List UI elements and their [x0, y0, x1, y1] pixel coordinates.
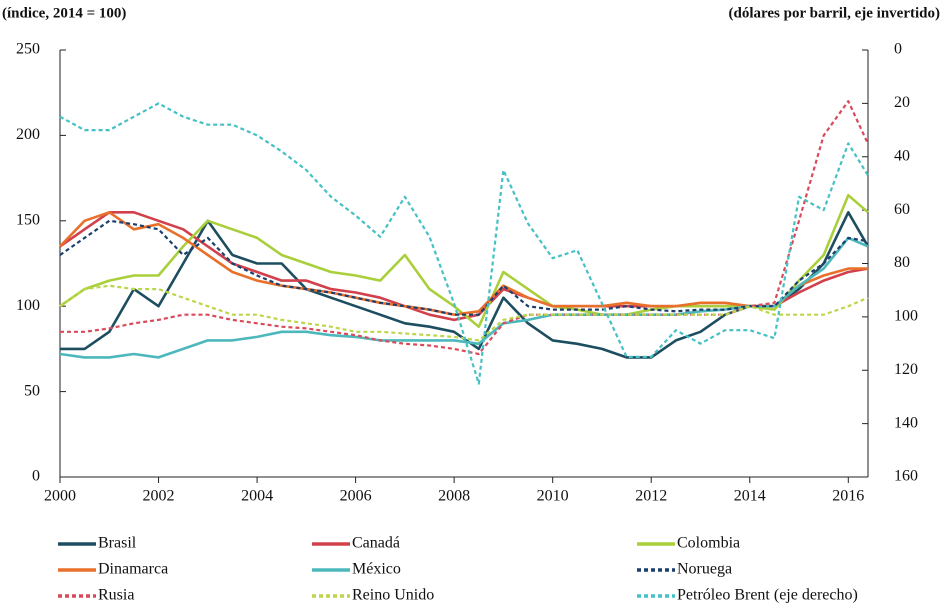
- series-line: [59, 211, 868, 316]
- x-tick-label: 2012: [635, 488, 667, 505]
- legend-label: Petróleo Brent (eje derecho): [677, 587, 858, 604]
- y2-tick-label: 0: [894, 41, 902, 58]
- y-tick-label: 200: [16, 126, 40, 143]
- legend-label: Brasil: [98, 535, 137, 552]
- x-tick-label: 2014: [734, 488, 766, 505]
- y2-tick-label: 100: [894, 308, 918, 325]
- x-tick-label: 2010: [537, 488, 569, 505]
- legend-label: Colombia: [677, 535, 740, 552]
- series-line: [59, 102, 869, 385]
- legend-label: Dinamarca: [98, 561, 168, 578]
- y2-tick-label: 80: [894, 254, 910, 271]
- y2-tick-label: 160: [894, 468, 918, 485]
- y2-tick-label: 140: [894, 414, 918, 431]
- x-tick-label: 2008: [438, 488, 470, 505]
- y2-tick-label: 120: [894, 361, 918, 378]
- legend-label: Canadá: [352, 535, 400, 552]
- y2-axis-label: (dólares por barril, eje invertido): [729, 5, 941, 21]
- y-tick-label: 250: [16, 41, 40, 58]
- y-axis-label: (índice, 2014 = 100): [2, 5, 126, 21]
- legend-label: Reino Unido: [352, 587, 434, 604]
- series-line: [60, 211, 870, 359]
- x-tick-label: 2000: [44, 488, 76, 505]
- y-tick-label: 150: [16, 211, 40, 228]
- legend-label: Rusia: [98, 587, 134, 604]
- series-line: [59, 284, 869, 342]
- series-line: [59, 219, 869, 316]
- y-tick-label: 50: [24, 382, 40, 399]
- y2-tick-label: 20: [894, 94, 910, 111]
- x-tick-label: 2004: [241, 488, 273, 505]
- x-tick-label: 2016: [832, 488, 864, 505]
- y2-tick-label: 40: [894, 147, 910, 164]
- x-tick-label: 2002: [143, 488, 175, 505]
- legend-label: México: [352, 561, 401, 578]
- y-tick-label: 100: [16, 297, 40, 314]
- y2-tick-label: 60: [894, 201, 910, 218]
- legend-label: Noruega: [677, 561, 732, 578]
- series-line: [59, 193, 869, 328]
- y-tick-label: 0: [32, 468, 40, 485]
- x-tick-label: 2006: [340, 488, 372, 505]
